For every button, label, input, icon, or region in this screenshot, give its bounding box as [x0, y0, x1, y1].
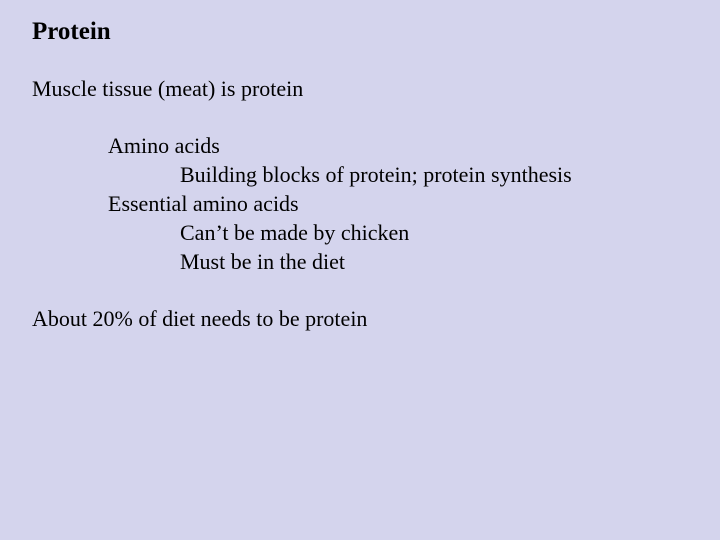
spacer: [32, 103, 688, 131]
body-line-about: About 20% of diet needs to be protein: [32, 304, 688, 333]
body-line-must: Must be in the diet: [32, 247, 688, 276]
body-line-muscle: Muscle tissue (meat) is protein: [32, 74, 688, 103]
body-line-amino: Amino acids: [32, 131, 688, 160]
body-line-essential: Essential amino acids: [32, 189, 688, 218]
body-line-building: Building blocks of protein; protein synt…: [32, 160, 688, 189]
slide-title: Protein: [32, 18, 688, 46]
body-line-cant: Can’t be made by chicken: [32, 218, 688, 247]
spacer: [32, 276, 688, 304]
